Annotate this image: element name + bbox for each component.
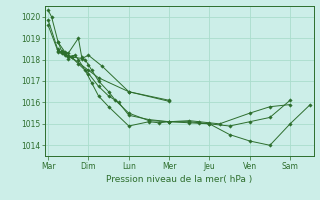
X-axis label: Pression niveau de la mer( hPa ): Pression niveau de la mer( hPa ) xyxy=(106,175,252,184)
